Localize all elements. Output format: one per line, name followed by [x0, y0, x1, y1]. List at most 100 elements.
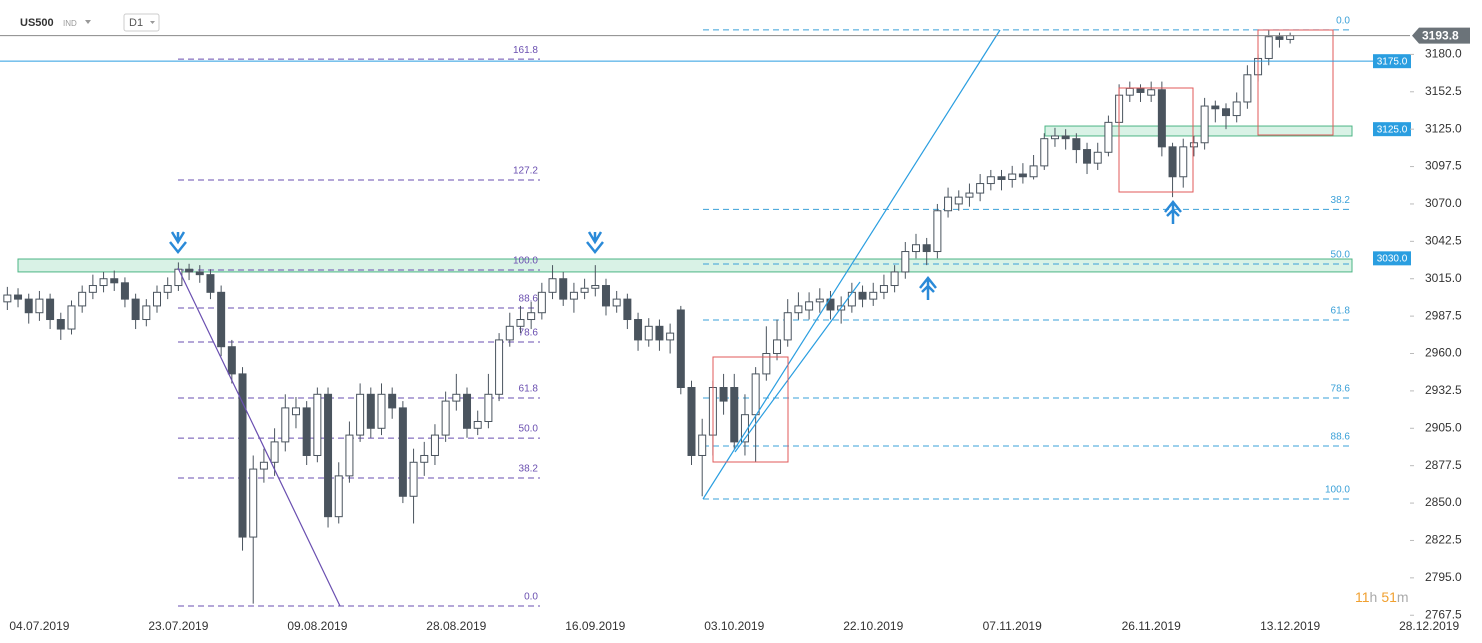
candle-body	[569, 291, 578, 300]
drawings	[169, 29, 1334, 607]
x-tick-label: 16.09.2019	[565, 619, 625, 633]
y-tick-label: 3125.0	[1425, 121, 1462, 135]
zones	[17, 125, 1353, 273]
countdown-hours: 11	[1355, 589, 1370, 605]
candle-body	[120, 282, 129, 300]
x-tick-label: 28.12.2019	[1399, 619, 1459, 633]
candle-body	[142, 305, 151, 321]
level-tag-label: 3030.0	[1377, 253, 1408, 264]
candle-body	[1050, 135, 1059, 140]
y-tick-label: 3180.0	[1425, 47, 1462, 61]
level-tag-label: 3175.0	[1377, 56, 1408, 67]
candle-body	[1061, 135, 1070, 140]
countdown-unit: m	[1397, 589, 1409, 605]
arrow-down	[169, 231, 187, 255]
y-tick-label: 3015.0	[1425, 271, 1462, 285]
candle-body	[1189, 142, 1198, 148]
level-tag	[1373, 251, 1411, 266]
fib-label: 78.6	[1331, 384, 1351, 395]
candle-body	[495, 339, 504, 395]
timeframe-select[interactable]	[123, 13, 160, 32]
candle-body	[1125, 87, 1134, 96]
candle-body	[847, 291, 856, 307]
candle-body	[1008, 173, 1017, 180]
candle-body	[24, 298, 33, 314]
trend-line	[177, 267, 341, 607]
candle-body	[548, 278, 557, 293]
candle-body	[1222, 108, 1231, 117]
fib-label: 88.6	[519, 294, 539, 305]
x-tick-label: 28.08.2019	[426, 619, 486, 633]
candle-body	[249, 468, 258, 538]
candle-body	[826, 298, 835, 311]
y-tick-label: 2822.5	[1425, 533, 1462, 547]
candle-body	[463, 393, 472, 429]
candle-body	[430, 434, 439, 456]
highlight-box	[1118, 87, 1194, 193]
fib-label: 50.0	[1331, 250, 1351, 261]
dropdown-icon[interactable]	[85, 20, 91, 24]
candle-body	[484, 393, 493, 422]
y-tick-label: 2905.0	[1425, 420, 1462, 434]
x-tick-label: 13.12.2019	[1260, 619, 1320, 633]
candle-body	[933, 210, 942, 253]
fib-label: 38.2	[1331, 195, 1351, 206]
candle-body	[153, 291, 162, 307]
timeframe: D1	[129, 17, 143, 29]
countdown: 11h 51m	[1355, 589, 1409, 605]
candle-body	[195, 271, 204, 276]
candle-body	[334, 475, 343, 518]
candle-body	[452, 393, 461, 402]
candle-body	[1157, 89, 1166, 148]
candle-body	[14, 294, 23, 300]
x-tick-label: 22.10.2019	[843, 619, 903, 633]
fib-label: 78.6	[519, 328, 539, 339]
zone	[1044, 125, 1353, 137]
candle-body	[505, 325, 514, 341]
candle-body	[99, 278, 108, 287]
candle-body	[217, 291, 226, 348]
candle-body	[56, 319, 65, 330]
fib-label: 100.0	[1325, 485, 1350, 496]
candle-body	[1286, 35, 1295, 40]
candle-body	[398, 407, 407, 497]
candle-body	[911, 244, 920, 253]
candle-body	[163, 285, 172, 293]
candle-body	[580, 287, 589, 293]
symbol-type: IND	[63, 19, 77, 28]
candle-body	[516, 319, 525, 327]
candle-body	[815, 298, 824, 303]
candle-body	[35, 298, 44, 314]
candle-body	[1243, 74, 1252, 103]
price-levels: 3175.0 3125.0 3030.0 3193.8	[0, 27, 1470, 266]
candle-body	[601, 285, 610, 307]
y-tick-label: 2987.5	[1425, 308, 1462, 322]
y-tick-label: 3070.0	[1425, 196, 1462, 210]
candle-body	[644, 325, 653, 341]
candle-body	[879, 285, 888, 293]
candle-body	[420, 454, 429, 463]
candle-body	[858, 291, 867, 300]
candle-body	[185, 268, 194, 273]
y-tick-label: 2850.0	[1425, 495, 1462, 509]
y-tick-label: 2960.0	[1425, 346, 1462, 360]
candle-body	[719, 387, 728, 402]
candle-body	[174, 268, 183, 287]
axes: 04.07.2019 23.07.2019 09.08.2019 28.08.2019…	[9, 47, 1462, 634]
level-tag-label: 3125.0	[1377, 124, 1408, 135]
candle-body	[110, 278, 119, 284]
x-tick-label: 03.10.2019	[704, 619, 764, 633]
candle-body	[366, 393, 375, 429]
candle-body	[783, 312, 792, 341]
candle-body	[559, 278, 568, 300]
candle-body	[302, 407, 311, 456]
candle-body	[1200, 105, 1209, 144]
fib-label: 127.2	[513, 166, 538, 177]
level-tag	[1373, 54, 1411, 69]
candle-body	[356, 393, 365, 436]
candle-body	[313, 393, 322, 456]
fib-label: 38.2	[519, 464, 539, 475]
candle-body	[1168, 146, 1177, 178]
candle-body	[1072, 138, 1081, 151]
